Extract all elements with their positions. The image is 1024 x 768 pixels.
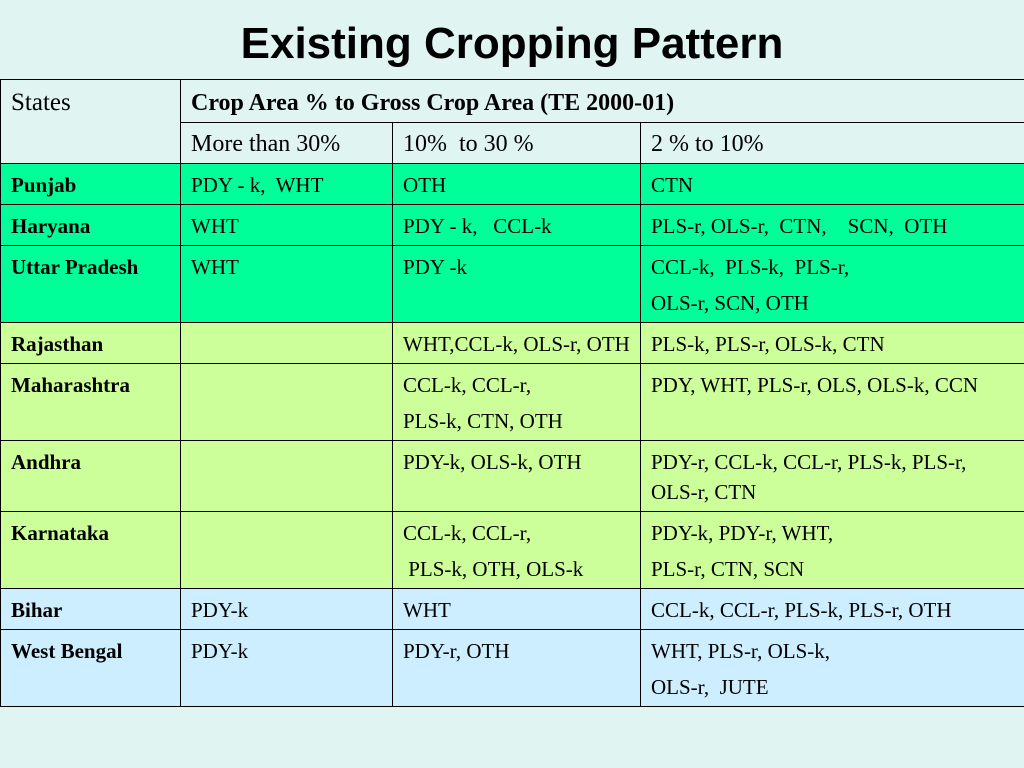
cell-more-than-30: PDY - k, WHT [180, 163, 393, 205]
cell-2-to-10: PDY-k, PDY-r, WHT, PLS-r, CTN, SCN [639, 511, 1024, 589]
cell-more-than-30: PDY-k [180, 629, 393, 707]
cell-line: OLS-r, JUTE [651, 675, 769, 699]
state-cell: Rajasthan [0, 322, 181, 364]
cell-10-to-30: PDY - k, CCL-k [392, 204, 641, 246]
table-row: Maharashtra CCL-k, CCL-r, PLS-k, CTN, OT… [0, 363, 1024, 441]
header-group: Crop Area % to Gross Crop Area (TE 2000-… [179, 79, 1024, 123]
cell-line: WHT, PLS-r, OLS-k, [651, 639, 831, 663]
cell-more-than-30 [180, 440, 393, 512]
state-cell: West Bengal [0, 629, 181, 707]
table-row: Uttar Pradesh WHT PDY -k CCL-k, PLS-k, P… [0, 245, 1024, 323]
header-col-2-to-10: 2 % to 10% [639, 122, 1024, 164]
cell-2-to-10: PLS-r, OLS-r, CTN, SCN, OTH [639, 204, 1024, 246]
cell-line: PLS-k, OTH, OLS-k [403, 557, 584, 581]
cell-10-to-30: WHT,CCL-k, OLS-r, OTH [392, 322, 641, 364]
cell-more-than-30 [180, 511, 393, 589]
state-cell: Haryana [0, 204, 181, 246]
cell-2-to-10: CCL-k, CCL-r, PLS-k, PLS-r, OTH [639, 588, 1024, 630]
cell-line: CCL-k, CCL-r, [403, 521, 532, 545]
cell-line: PLS-r, CTN, SCN [651, 557, 805, 581]
table-row: Haryana WHT PDY - k, CCL-k PLS-r, OLS-r,… [0, 204, 1024, 246]
state-cell: Karnataka [0, 511, 181, 589]
cell-line: CCL-k, PLS-k, PLS-r, [651, 255, 850, 279]
table-row: Bihar PDY-k WHT CCL-k, CCL-r, PLS-k, PLS… [0, 588, 1024, 630]
header-states: States [0, 79, 181, 164]
state-cell: Punjab [0, 163, 181, 205]
cell-more-than-30: PDY-k [180, 588, 393, 630]
table-row: West Bengal PDY-k PDY-r, OTH WHT, PLS-r,… [0, 629, 1024, 707]
page-title: Existing Cropping Pattern [240, 19, 784, 68]
cell-more-than-30: WHT [180, 245, 393, 323]
cell-10-to-30: PDY-r, OTH [392, 629, 641, 707]
cell-line: PLS-k, CTN, OTH [403, 409, 563, 433]
cell-10-to-30: PDY -k [392, 245, 641, 323]
cell-line: PDY-k, PDY-r, WHT, [651, 521, 834, 545]
header-col-more-than-30: More than 30% [180, 122, 393, 164]
cell-more-than-30 [180, 322, 393, 364]
cell-2-to-10: PDY-r, CCL-k, CCL-r, PLS-k, PLS-r, OLS-r… [639, 440, 1024, 512]
cell-10-to-30: CCL-k, CCL-r, PLS-k, CTN, OTH [392, 363, 641, 441]
cell-10-to-30: WHT [392, 588, 641, 630]
table-row: Andhra PDY-k, OLS-k, OTH PDY-r, CCL-k, C… [0, 440, 1024, 512]
table-row: Karnataka CCL-k, CCL-r, PLS-k, OTH, OLS-… [0, 511, 1024, 589]
state-cell: Bihar [0, 588, 181, 630]
header-row-2: More than 30% 10% to 30 % 2 % to 10% [1, 122, 1024, 164]
state-cell: Andhra [0, 440, 181, 512]
cell-2-to-10: WHT, PLS-r, OLS-k, OLS-r, JUTE [639, 629, 1024, 707]
state-cell: Uttar Pradesh [0, 245, 181, 323]
cell-more-than-30 [180, 363, 393, 441]
cell-2-to-10: PLS-k, PLS-r, OLS-k, CTN [639, 322, 1024, 364]
header-col-10-to-30: 10% to 30 % [392, 122, 641, 164]
cell-line: OLS-r, SCN, OTH [651, 291, 809, 315]
cell-more-than-30: WHT [180, 204, 393, 246]
table-row: Punjab PDY - k, WHT OTH CTN [0, 163, 1024, 205]
cell-10-to-30: CCL-k, CCL-r, PLS-k, OTH, OLS-k [392, 511, 641, 589]
cell-line: CCL-k, CCL-r, [403, 373, 532, 397]
table-row: Rajasthan WHT,CCL-k, OLS-r, OTH PLS-k, P… [0, 322, 1024, 364]
header-row-1: States Crop Area % to Gross Crop Area (T… [0, 79, 1024, 164]
state-cell: Maharashtra [0, 363, 181, 441]
cell-2-to-10: CCL-k, PLS-k, PLS-r, OLS-r, SCN, OTH [639, 245, 1024, 323]
cell-10-to-30: OTH [392, 163, 641, 205]
cell-2-to-10: PDY, WHT, PLS-r, OLS, OLS-k, CCN [639, 363, 1024, 441]
cell-10-to-30: PDY-k, OLS-k, OTH [392, 440, 641, 512]
cropping-pattern-table: States Crop Area % to Gross Crop Area (T… [0, 79, 1024, 707]
cell-2-to-10: CTN [639, 163, 1024, 205]
